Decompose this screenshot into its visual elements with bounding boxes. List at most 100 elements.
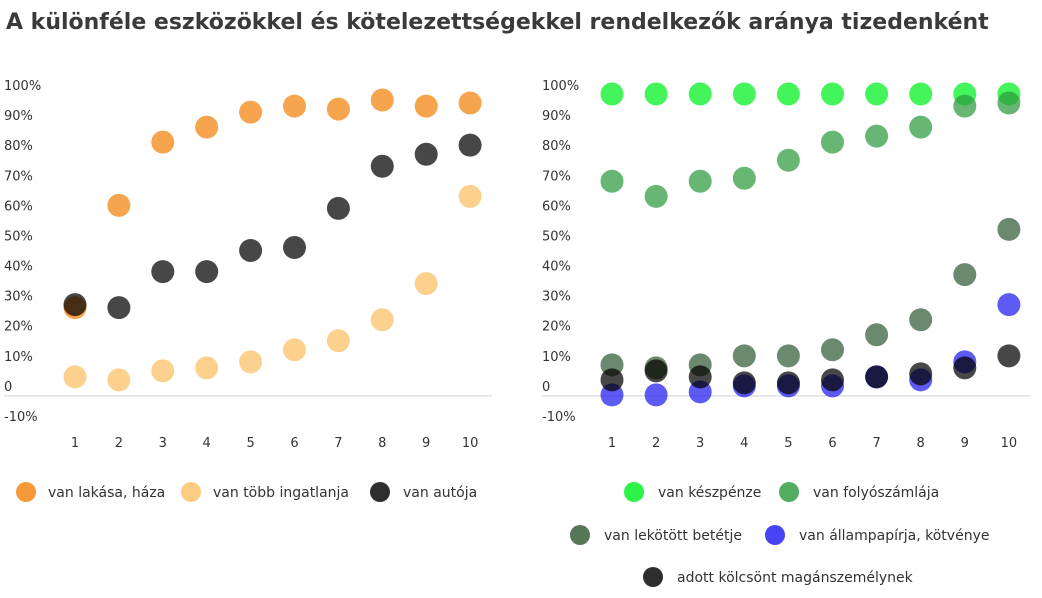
y-tick-label: 40%	[542, 260, 571, 275]
data-point	[909, 308, 933, 332]
y-tick-label: 20%	[542, 320, 571, 335]
x-tick-label: 4	[203, 436, 211, 451]
data-point	[414, 272, 438, 296]
data-point	[776, 148, 800, 172]
y-tick-label: 10%	[542, 350, 571, 365]
data-point	[195, 115, 219, 139]
x-tick-label: 7	[334, 436, 342, 451]
data-point	[821, 82, 844, 106]
data-point	[63, 293, 87, 317]
data-point	[644, 383, 668, 407]
data-point	[821, 130, 844, 154]
data-point	[776, 344, 800, 368]
chart-title: A különféle eszközökkel és kötelezettség…	[6, 10, 989, 35]
data-point	[458, 133, 482, 157]
y-tick-label: 70%	[4, 169, 33, 184]
data-point	[821, 368, 844, 392]
legend-label: van állampapírja, kötvénye	[799, 528, 989, 544]
data-point	[644, 359, 668, 383]
x-tick-label: 10	[1001, 436, 1018, 451]
y-tick-label: 30%	[4, 290, 33, 305]
legend-label: van folyószámlája	[813, 485, 939, 501]
data-point	[458, 184, 482, 208]
x-tick-label: 3	[696, 436, 704, 451]
data-point	[600, 169, 624, 193]
legend-marker	[779, 482, 799, 502]
data-point	[909, 82, 933, 106]
y-tick-label: 80%	[4, 139, 33, 154]
legend-marker	[181, 482, 201, 502]
data-point	[997, 91, 1021, 115]
data-point	[195, 260, 219, 284]
data-point	[732, 344, 756, 368]
y-tick-label: 90%	[542, 109, 571, 124]
data-point	[239, 100, 263, 124]
y-tick-label: 0	[542, 380, 550, 395]
x-tick-label: 6	[290, 436, 298, 451]
y-tick-label: 90%	[4, 109, 33, 124]
y-tick-label: 50%	[4, 229, 33, 244]
legend-marker	[643, 567, 663, 587]
data-point	[688, 169, 712, 193]
data-point	[239, 239, 263, 262]
legend-label: van készpénze	[658, 485, 761, 501]
data-point	[107, 368, 131, 392]
data-point	[195, 356, 219, 380]
legend-marker	[624, 482, 644, 502]
data-point	[458, 91, 482, 115]
y-tick-label: 100%	[4, 79, 41, 94]
data-point	[644, 82, 668, 106]
y-tick-label: 30%	[542, 290, 571, 305]
data-point	[283, 94, 306, 118]
legend-label: van lekötött betétje	[604, 528, 742, 544]
data-point	[821, 338, 844, 362]
data-point	[953, 263, 977, 287]
data-point	[239, 350, 263, 374]
data-point	[732, 371, 756, 395]
y-tick-label: 60%	[542, 199, 571, 214]
y-tick-label: 80%	[542, 139, 571, 154]
x-tick-label: 5	[246, 436, 254, 451]
data-point	[370, 154, 394, 178]
y-tick-label: 60%	[4, 199, 33, 214]
data-point	[326, 196, 350, 220]
data-point	[63, 365, 87, 389]
data-point	[600, 368, 624, 392]
y-tick-label: 100%	[542, 79, 579, 94]
y-tick-label: 40%	[4, 260, 33, 275]
data-point	[151, 260, 175, 284]
data-point	[326, 97, 350, 121]
y-tick-label: 20%	[4, 320, 33, 335]
data-point	[414, 142, 438, 166]
x-tick-label: 2	[652, 436, 660, 451]
data-point	[370, 308, 394, 332]
data-point	[909, 362, 933, 386]
data-point	[953, 94, 977, 118]
legend-label: van autója	[403, 485, 477, 501]
x-tick-label: 8	[917, 436, 925, 451]
data-point	[151, 130, 175, 154]
data-point	[909, 115, 933, 139]
data-point	[151, 359, 175, 383]
data-point	[326, 329, 350, 353]
data-point	[776, 82, 800, 106]
data-point	[865, 323, 889, 347]
x-tick-label: 3	[159, 436, 167, 451]
legend-label: van lakása, háza	[48, 485, 165, 501]
x-tick-label: 5	[784, 436, 792, 451]
data-point	[107, 193, 131, 217]
y-tick-label: 70%	[542, 169, 571, 184]
legend-marker	[370, 482, 390, 502]
x-tick-label: 2	[115, 436, 123, 451]
x-tick-label: 9	[961, 436, 969, 451]
data-point	[283, 338, 306, 362]
y-tick-label: -10%	[542, 410, 576, 425]
data-point	[865, 124, 889, 148]
legend-marker	[765, 525, 785, 545]
legend-marker	[16, 482, 36, 502]
y-tick-label: 0	[4, 380, 12, 395]
x-tick-label: 10	[462, 436, 479, 451]
legend-label: adott kölcsönt magánszemélynek	[677, 570, 914, 586]
data-point	[107, 296, 131, 320]
